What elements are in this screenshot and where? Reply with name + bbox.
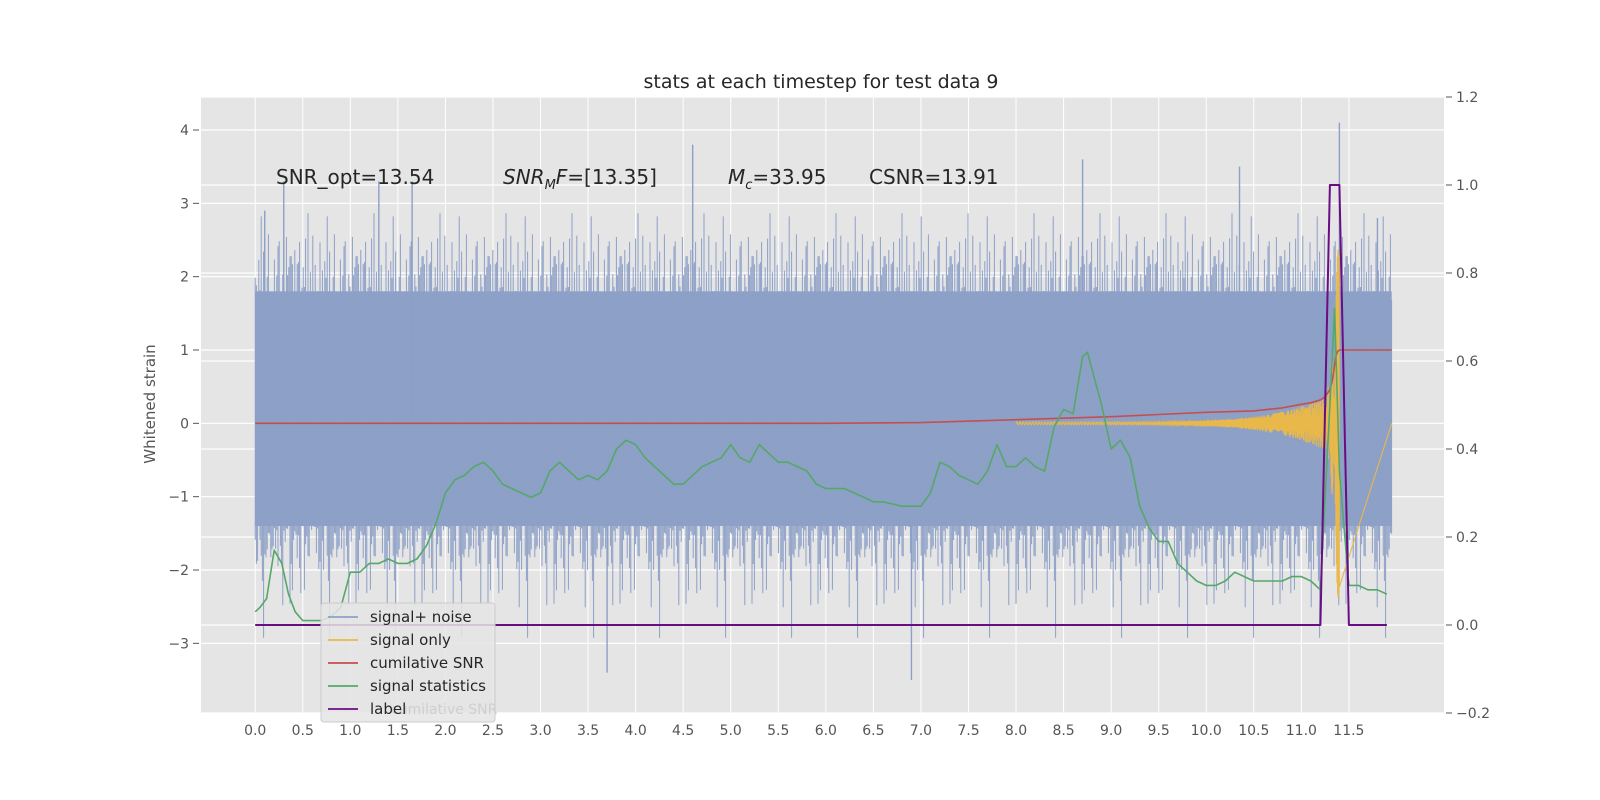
y-axis-label: Whitened strain [141, 344, 159, 463]
x-tick-label: 7.0 [910, 723, 932, 739]
legend-label: label [370, 700, 406, 718]
annotation-mc-name: M [728, 165, 745, 189]
y-tick-label: 3 [180, 196, 189, 212]
annotation-mc: Mc=33.95 [728, 165, 826, 193]
x-tick-label: 5.0 [720, 723, 742, 739]
annotation-snr-mf-sub: M [545, 178, 556, 193]
annotation-csnr: CSNR=13.91 [869, 165, 999, 189]
x-tick-label: 4.5 [672, 723, 694, 739]
annotation-snr-mf-value: =[13.35] [567, 165, 657, 189]
annotation-mc-sub: c [745, 178, 752, 193]
y-right-tick-label: 0.0 [1456, 618, 1478, 634]
chart-title: stats at each timestep for test data 9 [643, 71, 998, 93]
y-right-tick-label: 1.2 [1456, 90, 1478, 106]
x-tick-label: 1.5 [387, 723, 409, 739]
x-tick-label: 8.0 [1005, 723, 1027, 739]
x-tick-label: 3.0 [529, 723, 551, 739]
legend-entries: signal+ noise signal only cumilative SNR si… [328, 608, 486, 718]
signal-trace [1015, 249, 1393, 599]
x-tick-label: 6.0 [815, 723, 837, 739]
x-tick-label: 8.5 [1052, 723, 1074, 739]
y-right-tick-label: 0.4 [1456, 442, 1478, 458]
x-tick-label: 9.5 [1148, 723, 1170, 739]
annotation-snr-mf: SNRMF=[13.35] [503, 165, 657, 193]
x-tick-label: 10.5 [1238, 723, 1269, 739]
y-right-tick-label: 0.6 [1456, 354, 1478, 370]
x-tick-label: 2.5 [482, 723, 504, 739]
y-right-tick-label: −0.2 [1456, 706, 1490, 722]
legend: cumilative SNR signal+ noise signal only c… [320, 602, 498, 723]
x-tick-label: 6.5 [862, 723, 884, 739]
y-tick-label: −2 [168, 563, 189, 579]
series-signal-noise [254, 122, 1393, 680]
x-tick-label: 9.0 [1100, 723, 1122, 739]
x-tick-label: 1.0 [339, 723, 361, 739]
x-tick-label: 7.5 [957, 723, 979, 739]
x-tick-label: 5.5 [767, 723, 789, 739]
legend-label: cumilative SNR [370, 654, 484, 672]
y-tick-label: 1 [180, 343, 189, 359]
y-tick-label: 0 [180, 416, 189, 432]
y-right-tick-label: 0.2 [1456, 530, 1478, 546]
y-tick-label: 4 [180, 123, 189, 139]
x-tick-label: 0.5 [292, 723, 314, 739]
x-tick-label: 11.5 [1333, 723, 1364, 739]
series-signal-statistics [254, 307, 1388, 622]
x-tick-label: 11.0 [1286, 723, 1317, 739]
y-right-tick-label: 1.0 [1456, 178, 1478, 194]
annotation-mc-value: =33.95 [752, 165, 826, 189]
axis-ticks: 0.0 0.5 1.0 1.5 2.0 2.5 3.0 3.5 4.0 4.5 5.0 5.5 6.0 6… [168, 90, 1490, 739]
legend-label: signal statistics [370, 677, 486, 695]
legend-box [320, 602, 496, 723]
series-signal-only [1015, 249, 1393, 599]
x-tick-label: 10.0 [1191, 723, 1222, 739]
y-right-tick-label: 0.8 [1456, 266, 1478, 282]
legend-label: signal+ noise [370, 608, 472, 626]
x-tick-label: 3.5 [577, 723, 599, 739]
x-tick-label: 4.0 [624, 723, 646, 739]
x-tick-label: 0.0 [244, 723, 266, 739]
series-layer [254, 122, 1393, 680]
annotation-snr-opt: SNR_opt=13.54 [276, 165, 434, 189]
series-label [255, 184, 1387, 626]
legend-label: signal only [370, 631, 451, 649]
annotation-snr-mf-rest: F [556, 165, 568, 189]
y-tick-label: −1 [168, 490, 189, 506]
y-tick-label: −3 [168, 636, 189, 652]
annotation-snr-mf-name: SNR [503, 165, 545, 189]
y-tick-label: 2 [180, 270, 189, 286]
x-tick-label: 2.0 [434, 723, 456, 739]
legend-ghost-text: cumilative SNR [391, 702, 498, 718]
